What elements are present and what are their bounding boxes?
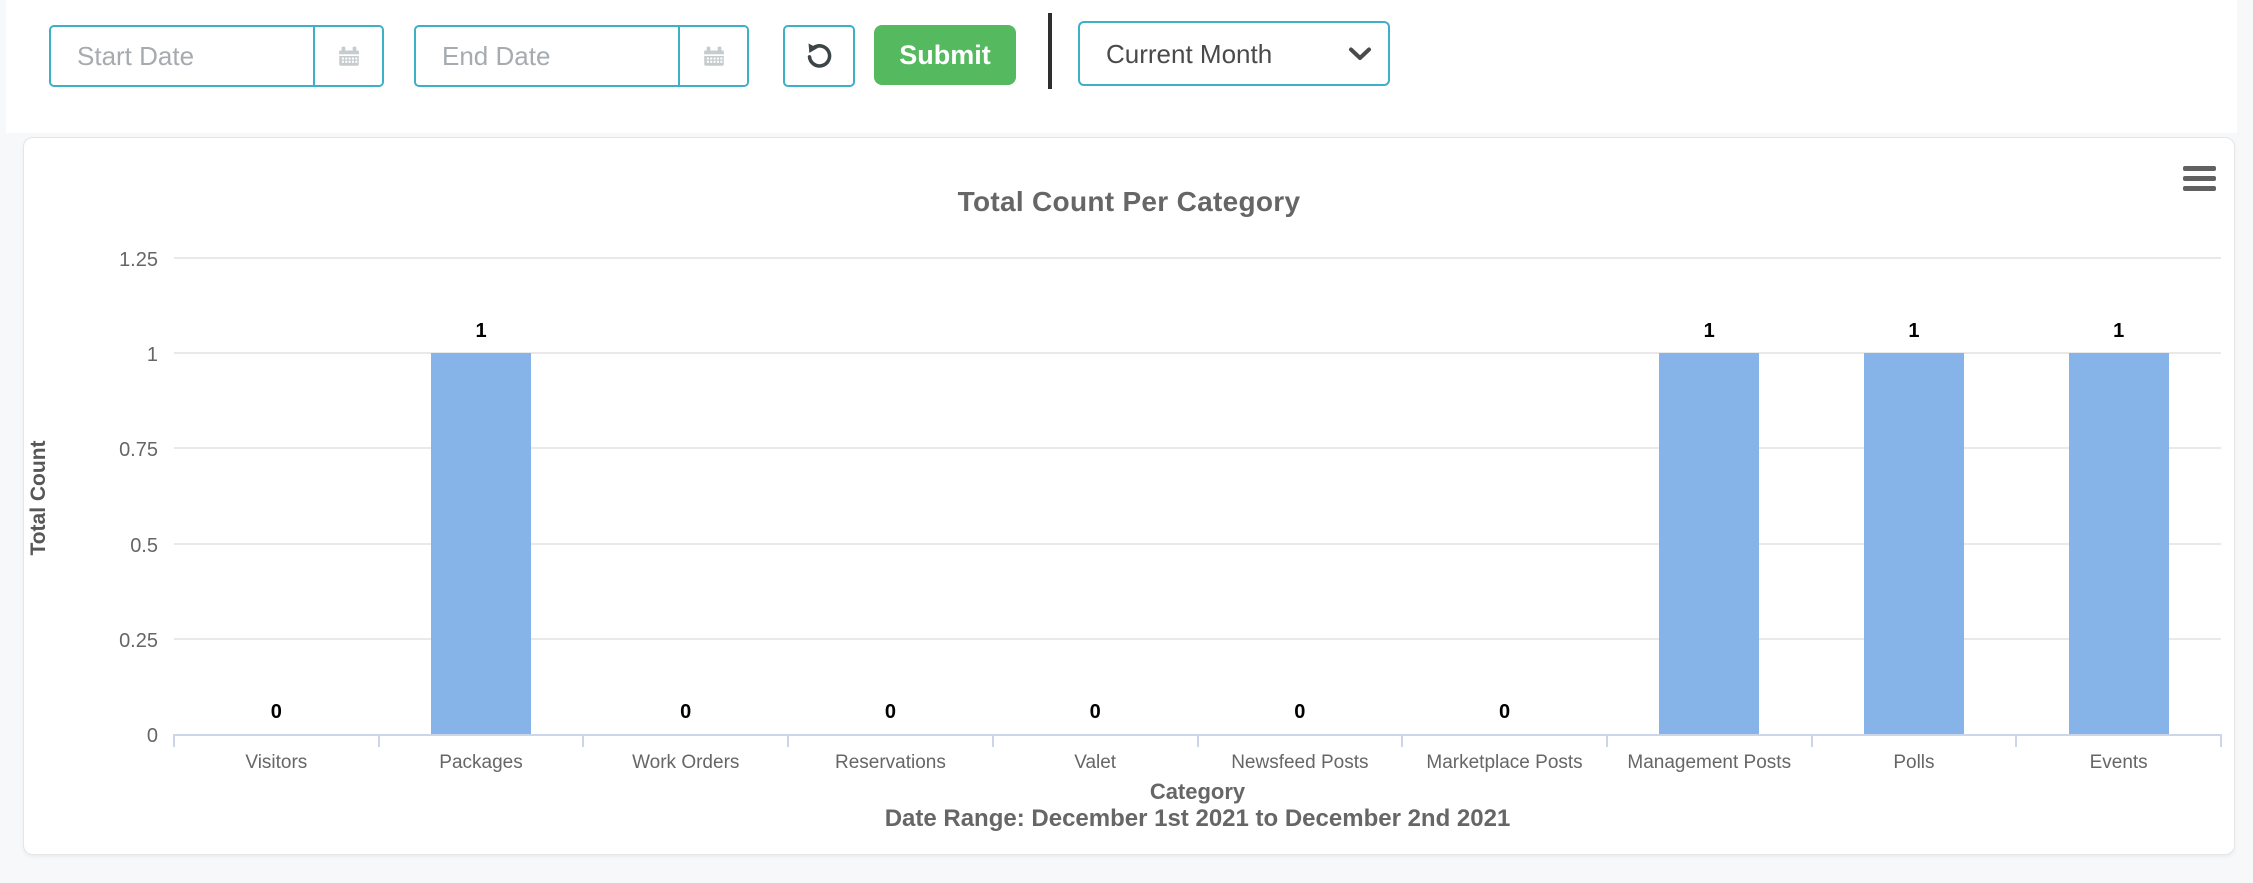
x-axis-labels: Visitors Packages Work Orders Reservations V… (174, 750, 2221, 776)
gridline (174, 352, 2221, 355)
x-category-label: Packages (439, 752, 523, 773)
rotate-left-icon (802, 39, 836, 73)
x-axis-tick (173, 734, 175, 747)
y-tick-label: 1 (146, 344, 158, 367)
chart-title: Total Count Per Category (957, 186, 1301, 217)
reset-dates-button[interactable] (783, 25, 855, 87)
x-axis-tick (582, 734, 585, 747)
x-category-label: Marketplace Posts (1426, 752, 1583, 773)
submit-button[interactable]: Submit (874, 25, 1016, 85)
end-date-group (414, 25, 749, 87)
x-axis-tick (1810, 734, 1813, 747)
data-label: 1 (2113, 320, 2125, 343)
gridline (174, 257, 2221, 259)
x-axis-tick (2220, 734, 2222, 747)
date-filter-toolbar: Submit Current Month (6, 0, 2237, 133)
plot-area: 0 1 0 0 0 0 0 1 1 1 (173, 257, 2222, 747)
x-category-label: Events (2089, 752, 2148, 773)
range-select-wrap: Current Month (1078, 21, 1390, 86)
data-label: 1 (1703, 320, 1715, 343)
y-tick-label: 0 (146, 725, 158, 747)
hamburger-menu-icon (2183, 185, 2216, 191)
chart-context-menu-button[interactable] (2181, 162, 2218, 194)
gridline (174, 447, 2221, 450)
x-axis-tick (1401, 734, 1404, 747)
data-label: 0 (1089, 701, 1101, 723)
data-label: 1 (475, 320, 487, 343)
data-label: 0 (1294, 701, 1306, 723)
data-label: 0 (884, 701, 896, 723)
x-category-label: Visitors (245, 752, 308, 773)
data-label: 0 (680, 701, 692, 723)
calendar-icon (336, 43, 362, 69)
hamburger-menu-icon (2183, 165, 2216, 171)
x-axis-tick (787, 734, 790, 747)
end-date-calendar-button[interactable] (678, 27, 747, 85)
x-axis-tick (991, 734, 994, 747)
x-category-label: Newsfeed Posts (1231, 752, 1369, 773)
y-tick-label: 0.5 (130, 534, 158, 557)
start-date-group (49, 25, 384, 87)
x-axis-tick (1196, 734, 1199, 747)
data-label: 0 (1498, 701, 1511, 723)
end-date-input[interactable] (416, 27, 678, 85)
date-range-select[interactable]: Current Month (1078, 21, 1390, 86)
bar-packages[interactable] (431, 353, 532, 734)
y-tick-label: 0.75 (119, 439, 158, 462)
x-category-label: Reservations (834, 752, 946, 773)
x-axis-tick (2015, 734, 2018, 747)
bar-events[interactable] (2068, 353, 2169, 734)
x-category-label: Management Posts (1627, 752, 1792, 773)
x-category-label: Valet (1074, 752, 1117, 773)
gridline (174, 637, 2221, 640)
start-date-calendar-button[interactable] (313, 27, 382, 85)
bar-polls[interactable] (1863, 353, 1964, 734)
x-axis-title: Category (1149, 779, 1246, 804)
x-category-label: Work Orders (632, 752, 740, 773)
y-axis-labels: 0 0.25 0.5 0.75 1 1.25 (24, 249, 158, 747)
bar-management-posts[interactable] (1659, 353, 1760, 734)
data-label: 0 (270, 701, 282, 723)
start-date-input[interactable] (51, 27, 313, 85)
chart-card: Total Count Per Category Total Count 0 0.… (23, 137, 2235, 855)
y-tick-label: 0.25 (119, 629, 158, 652)
toolbar-divider (1048, 13, 1052, 89)
x-axis-tick (377, 734, 380, 747)
data-label: 1 (1908, 320, 1920, 343)
calendar-icon (701, 43, 727, 69)
gridline (174, 542, 2221, 545)
x-axis-subtitle: Date Range: December 1st 2021 to Decembe… (884, 805, 1511, 832)
x-axis-tick (1605, 734, 1608, 747)
x-category-label: Polls (1893, 752, 1935, 773)
hamburger-menu-icon (2183, 175, 2216, 181)
y-tick-label: 1.25 (119, 249, 158, 271)
